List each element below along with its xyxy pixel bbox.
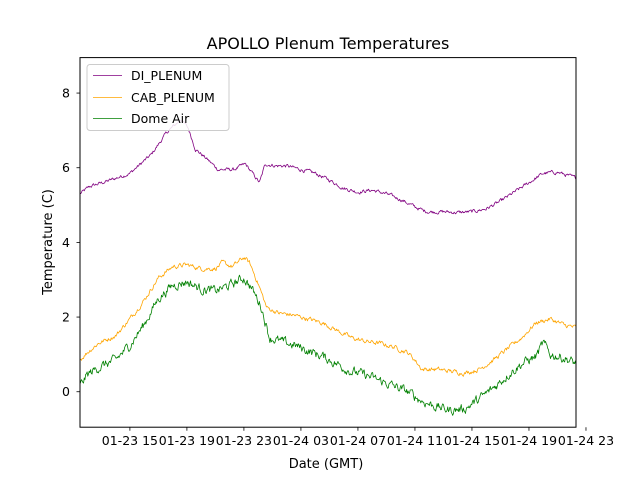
y-tick-label-1: 2 — [62, 310, 70, 325]
legend-box — [86, 64, 230, 131]
legend: DI_PLENUM CAB_PLENUM Dome Air — [86, 64, 230, 131]
legend-label-dome-air: Dome Air — [131, 111, 190, 126]
series-line-dome-air — [79, 274, 577, 416]
x-axis-label: Date (GMT) — [289, 457, 364, 472]
y-axis-label: Temperature (C) — [41, 189, 56, 296]
x-tick-label-8: 01-24 23 — [558, 433, 614, 448]
series-line-cab-plenum — [79, 257, 577, 377]
x-tick-label-3: 01-24 03 — [273, 433, 329, 448]
x-tick-label-1: 01-23 19 — [159, 433, 215, 448]
x-tick-label-7: 01-24 19 — [501, 433, 557, 448]
y-tick-label-0: 0 — [62, 384, 70, 399]
x-tick-label-5: 01-24 11 — [387, 433, 443, 448]
y-tick-label-3: 6 — [62, 160, 70, 175]
chart-title: APOLLO Plenum Temperatures — [207, 34, 450, 53]
legend-label-di-plenum: DI_PLENUM — [131, 68, 202, 83]
x-tick-label-6: 01-24 15 — [444, 433, 500, 448]
series-layer — [79, 120, 577, 416]
x-tick-label-4: 01-24 07 — [330, 433, 386, 448]
x-tick-label-0: 01-23 15 — [102, 433, 158, 448]
y-axis: 0 2 4 6 8 — [62, 86, 80, 399]
x-tick-label-2: 01-23 23 — [216, 433, 272, 448]
x-axis: 01-23 15 01-23 19 01-23 23 01-24 03 01-24 07… — [102, 427, 614, 448]
series-line-di-plenum — [79, 120, 577, 215]
y-tick-label-2: 4 — [62, 235, 70, 250]
legend-label-cab-plenum: CAB_PLENUM — [131, 90, 215, 105]
y-tick-label-4: 8 — [62, 86, 70, 101]
